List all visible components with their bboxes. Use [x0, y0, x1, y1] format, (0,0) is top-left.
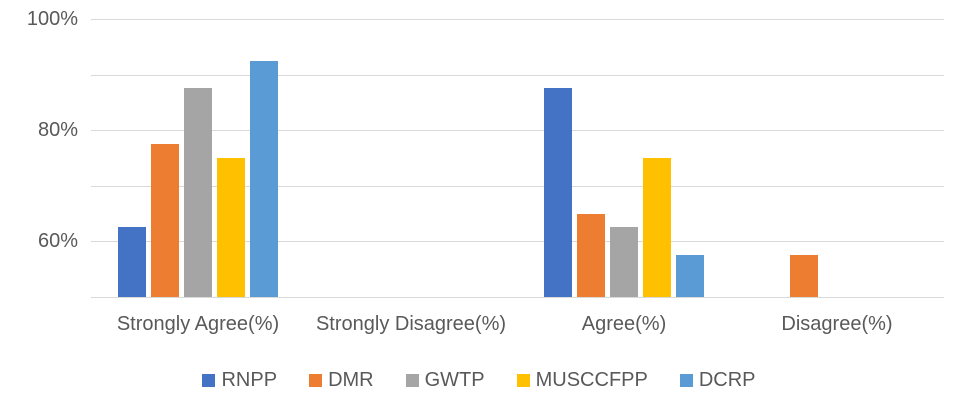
gridline — [91, 19, 944, 20]
bar-gwtp-cat2 — [610, 227, 638, 297]
legend-swatch-icon — [405, 374, 419, 387]
y-axis-tick-label: 100% — [26, 8, 78, 30]
bar-musccfpp-cat2 — [643, 158, 671, 297]
legend-swatch-icon — [309, 374, 323, 387]
legend-item-dcrp: DCRP — [679, 369, 756, 392]
gridline — [91, 130, 944, 131]
legend: RNPP DMR GWTP MUSCCFPP DCRP — [0, 369, 958, 392]
legend-label: DCRP — [698, 369, 756, 391]
y-axis-tick-label: 60% — [37, 230, 78, 252]
legend-swatch-icon — [679, 374, 693, 387]
legend-label: DMR — [328, 369, 374, 391]
legend-item-rnpp: RNPP — [202, 369, 277, 392]
legend-item-dmr: DMR — [309, 369, 374, 392]
legend-swatch-icon — [202, 374, 216, 387]
legend-label: GWTP — [424, 369, 485, 391]
legend-item-musccfpp: MUSCCFPP — [516, 369, 648, 392]
gridline — [91, 297, 944, 298]
bar-gwtp-cat0 — [184, 88, 212, 297]
bar-musccfpp-cat0 — [217, 158, 245, 297]
legend-label: MUSCCFPP — [535, 369, 648, 391]
gridline — [91, 186, 944, 187]
plot-area — [91, 19, 944, 298]
x-axis-category-label: Strongly Agree(%) — [116, 313, 280, 335]
bar-dmr-cat2 — [577, 214, 605, 297]
gridline — [91, 75, 944, 76]
x-axis-category-label: Agree(%) — [581, 313, 667, 335]
y-axis-tick-label: 80% — [37, 119, 78, 141]
bar-dcrp-cat2 — [676, 255, 704, 297]
bar-dcrp-cat0 — [250, 61, 278, 297]
bar-dmr-cat0 — [151, 144, 179, 297]
bar-rnpp-cat2 — [544, 88, 572, 297]
legend-item-gwtp: GWTP — [405, 369, 485, 392]
bar-rnpp-cat0 — [118, 227, 146, 297]
gridline — [91, 241, 944, 242]
x-axis-category-label: Strongly Disagree(%) — [315, 313, 507, 335]
bar-dmr-cat3 — [790, 255, 818, 297]
legend-label: RNPP — [221, 369, 278, 391]
x-axis-category-label: Disagree(%) — [781, 313, 893, 335]
legend-swatch-icon — [516, 374, 530, 387]
